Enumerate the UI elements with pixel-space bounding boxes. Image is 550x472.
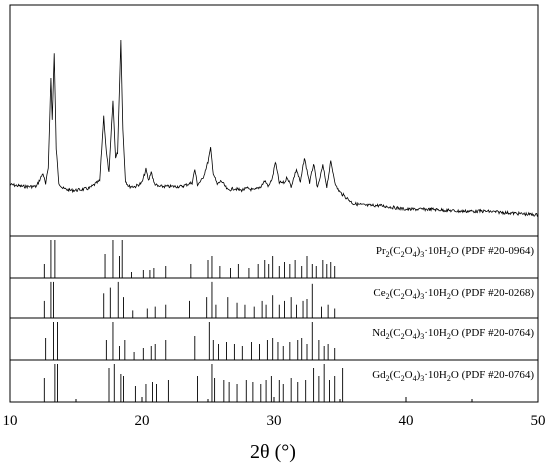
x-tick-label: 40 [399,413,414,429]
reference-panel-ce: Ce2(C2O4)3·10H2O (PDF #20-0268) [43,281,534,318]
x-tick-label: 50 [531,413,546,429]
reference-label: Pr2(C2O4)3·10H2O (PDF #20-0964) [376,245,534,259]
reference-panel-nd: Nd2(C2O4)3·10H2O (PDF #20-0764) [45,322,534,360]
xrd-pattern-series [9,40,539,217]
reference-label: Nd2(C2O4)3·10H2O (PDF #20-0764) [372,327,534,341]
x-axis: 10 20 30 40 50 [3,397,546,429]
reference-panel-gd: Gd2(C2O4)3·10H2O (PDF #20-0764) [43,364,534,402]
xrd-plot-frame [9,4,539,237]
reference-label: Ce2(C2O4)3·10H2O (PDF #20-0268) [373,287,534,301]
reference-label: Gd2(C2O4)3·10H2O (PDF #20-0764) [372,369,534,383]
plot-frames [9,4,539,403]
xrd-pattern-line [9,40,539,217]
x-tick-label: 10 [3,413,18,429]
x-axis-label: 2θ (°) [250,441,296,463]
x-tick-label: 30 [267,413,282,429]
reference-panels: Pr2(C2O4)3·10H2O (PDF #20-0964) Ce2(C2O4)… [43,240,534,402]
reference-panel-pr: Pr2(C2O4)3·10H2O (PDF #20-0964) [43,240,534,278]
x-tick-label: 20 [135,413,150,429]
